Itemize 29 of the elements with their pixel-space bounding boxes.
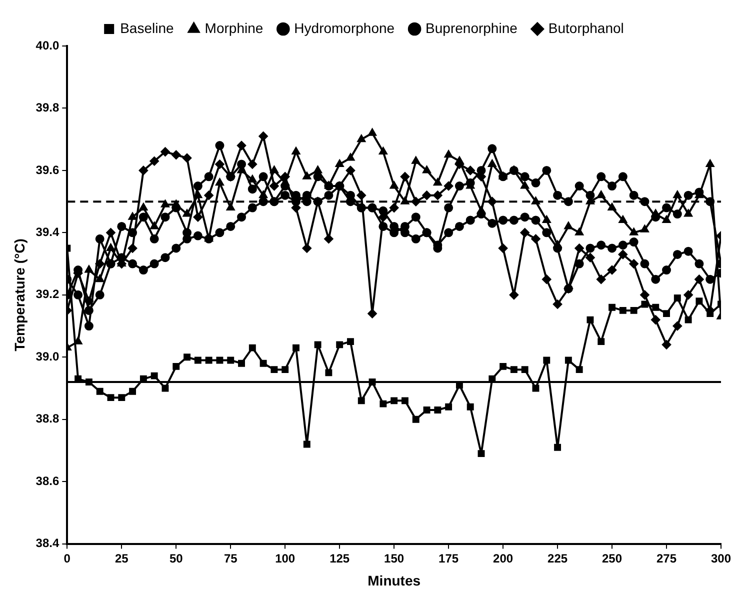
legend-label: Butorphanol — [548, 20, 624, 36]
y-tick-label: 39.6 — [36, 162, 60, 177]
x-tick-label: 0 — [64, 551, 71, 566]
y-tick-label: 39.2 — [36, 287, 60, 302]
x-tick-label: 25 — [114, 551, 129, 566]
y-tick-label: 38.4 — [36, 536, 60, 550]
x-tick-label: 150 — [384, 551, 404, 566]
x-tick-label: 200 — [493, 551, 514, 566]
legend-label: Hydromorphone — [294, 20, 395, 36]
x-tick-label: 100 — [275, 551, 296, 566]
y-tick-label: 38.8 — [36, 412, 60, 426]
x-tick-label: 250 — [602, 551, 622, 566]
y-tick-label: 39.0 — [36, 349, 60, 364]
x-tick-label: 175 — [438, 551, 459, 566]
x-tick-label: 125 — [330, 551, 350, 566]
x-tick-label: 275 — [656, 551, 677, 566]
y-tick-label: 38.6 — [36, 474, 60, 488]
x-tick-label: 50 — [169, 551, 184, 566]
legend-label: Baseline — [120, 20, 174, 36]
x-tick-label: 225 — [548, 551, 568, 566]
y-tick-label: 39.4 — [36, 224, 60, 239]
y-tick-label: 39.8 — [36, 100, 60, 115]
x-tick-label: 300 — [710, 551, 732, 566]
x-axis-title: Minutes — [368, 572, 421, 588]
legend-label: Morphine — [204, 20, 264, 36]
x-tick-label: 75 — [224, 551, 238, 566]
legend-label: Buprenorphine — [426, 20, 518, 36]
y-axis-title: Temperature (°C) — [11, 238, 28, 352]
y-tick-label: 40.0 — [36, 38, 60, 52]
